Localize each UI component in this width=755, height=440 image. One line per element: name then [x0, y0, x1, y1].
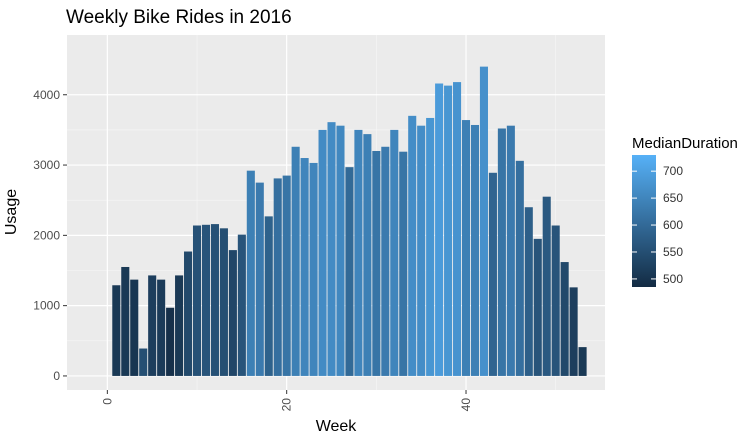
bar-week-30: [372, 150, 381, 376]
bar-week-18: [264, 216, 273, 376]
legend-tick-label: 600: [663, 218, 683, 232]
bar-week-10: [192, 225, 202, 376]
bar-week-29: [363, 134, 372, 376]
bar-week-2: [121, 266, 130, 376]
bar-week-37: [435, 83, 444, 376]
y-axis: 0 1000 2000 3000 4000: [33, 88, 67, 383]
bar-week-5: [148, 275, 157, 376]
bar-week-46: [515, 160, 524, 376]
bar-week-22: [300, 158, 309, 376]
bar-week-36: [426, 117, 435, 376]
colorbar: [632, 155, 656, 287]
bar-week-49: [542, 196, 551, 376]
bar-week-33: [399, 151, 408, 376]
bar-week-3: [130, 279, 139, 376]
bar-week-8: [175, 275, 184, 376]
bar-week-21: [291, 146, 300, 376]
bar-week-44: [497, 128, 506, 376]
bar-week-39: [453, 82, 462, 376]
bar-week-23: [309, 162, 318, 376]
bar-week-41: [470, 124, 480, 376]
bar-week-7: [166, 307, 175, 376]
x-tick-label: 40: [459, 398, 473, 412]
bar-week-32: [390, 129, 399, 376]
bar-week-25: [327, 122, 336, 376]
bar-week-4: [139, 348, 148, 376]
bar-week-48: [533, 238, 542, 376]
bar-week-50: [551, 225, 560, 376]
legend: MedianDuration 700 650 600 550 500: [632, 135, 738, 287]
bar-week-6: [157, 279, 166, 376]
y-tick-label: 2000: [33, 228, 60, 242]
bar-week-45: [506, 125, 515, 376]
bar-week-13: [219, 228, 228, 376]
bar-week-16: [246, 170, 255, 376]
bar-week-24: [318, 129, 327, 376]
bar-week-15: [237, 234, 246, 376]
y-tick-label: 4000: [33, 88, 60, 102]
chart-title: Weekly Bike Rides in 2016: [66, 7, 292, 28]
y-axis-label: Usage: [3, 189, 20, 235]
bar-week-43: [488, 172, 497, 376]
legend-tick-label: 700: [663, 164, 683, 178]
bars: [112, 66, 587, 376]
bar-week-31: [381, 146, 390, 376]
x-tick-label: 20: [280, 398, 294, 412]
bar-week-9: [184, 251, 193, 376]
bar-week-47: [524, 207, 533, 376]
bar-week-34: [408, 115, 417, 376]
bar-week-20: [282, 175, 291, 376]
y-tick-label: 3000: [33, 158, 60, 172]
legend-tick-label: 550: [663, 245, 683, 259]
bar-week-17: [255, 182, 264, 376]
bar-week-52: [569, 287, 578, 376]
bar-week-40: [461, 120, 471, 376]
legend-tick-label: 500: [663, 272, 683, 286]
bar-week-11: [201, 224, 211, 376]
bar-week-53: [578, 347, 587, 376]
y-tick-label: 1000: [33, 299, 60, 313]
y-tick-label: 0: [53, 369, 60, 383]
bar-week-1: [112, 285, 121, 376]
legend-tick-label: 650: [663, 191, 683, 205]
plot-panel: [67, 35, 605, 390]
bar-week-19: [273, 178, 282, 376]
bar-week-27: [345, 167, 354, 376]
bar-week-26: [336, 125, 345, 376]
legend-title: MedianDuration: [632, 135, 738, 152]
bar-week-28: [354, 129, 363, 376]
x-axis: 0 20 40: [100, 390, 473, 411]
bar-week-38: [444, 85, 453, 376]
bar-week-14: [228, 250, 237, 376]
bar-week-35: [417, 125, 426, 376]
bar-week-42: [479, 66, 488, 376]
x-tick-label: 0: [100, 398, 114, 405]
bar-week-12: [210, 224, 219, 376]
x-axis-label: Week: [316, 418, 358, 435]
bar-week-51: [560, 262, 569, 376]
